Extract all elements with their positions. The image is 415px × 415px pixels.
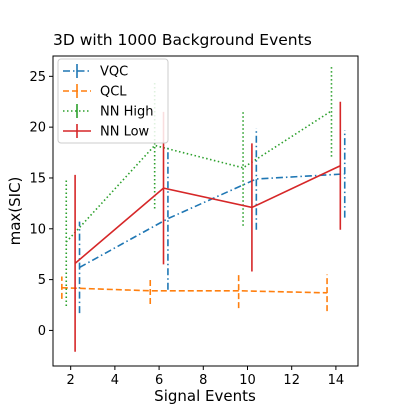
series-line-qcl [61, 286, 328, 294]
x-tick-label: 6 [155, 373, 163, 388]
series-line-nn-low [74, 165, 341, 264]
chart-title: 3D with 1000 Background Events [53, 31, 312, 49]
x-axis: 2 4 6 8 10 12 14 [67, 366, 345, 388]
x-tick-label: 4 [111, 373, 119, 388]
legend-entry-qcl: QCL [63, 84, 127, 100]
x-axis-label: Signal Events [154, 387, 256, 405]
x-tick-label: 8 [199, 373, 207, 388]
y-axis: 0 5 10 15 20 25 [29, 70, 53, 339]
legend-label: NN High [100, 105, 153, 120]
series-layer [61, 65, 346, 352]
y-tick-label: 10 [29, 222, 46, 237]
y-tick-label: 20 [29, 121, 46, 136]
y-axis-label: max(SIC) [6, 177, 24, 246]
legend-box [57, 58, 169, 144]
legend-entry-vqc: VQC [63, 64, 128, 80]
series-nn-low [74, 101, 342, 352]
x-tick-label: 12 [283, 373, 300, 388]
legend-entry-nn-low: NN Low [63, 124, 150, 140]
y-tick-label: 25 [29, 70, 46, 85]
y-tick-label: 0 [38, 324, 46, 339]
series-qcl [61, 273, 328, 312]
plot-frame [52, 55, 359, 367]
x-tick-label: 14 [328, 373, 345, 388]
x-tick-label: 2 [67, 373, 75, 388]
x-tick-label: 10 [239, 373, 256, 388]
legend-label: NN Low [100, 125, 150, 140]
legend-label: QCL [100, 85, 127, 100]
series-line-nn-high [65, 110, 332, 243]
y-tick-label: 15 [29, 171, 46, 186]
legend-entries: VQC QCL NN High NN Low [63, 64, 153, 140]
legend: VQC QCL NN High NN Low [57, 58, 169, 144]
y-tick-label: 5 [38, 273, 46, 288]
legend-label: VQC [100, 65, 128, 80]
legend-entry-nn-high: NN High [63, 104, 153, 120]
